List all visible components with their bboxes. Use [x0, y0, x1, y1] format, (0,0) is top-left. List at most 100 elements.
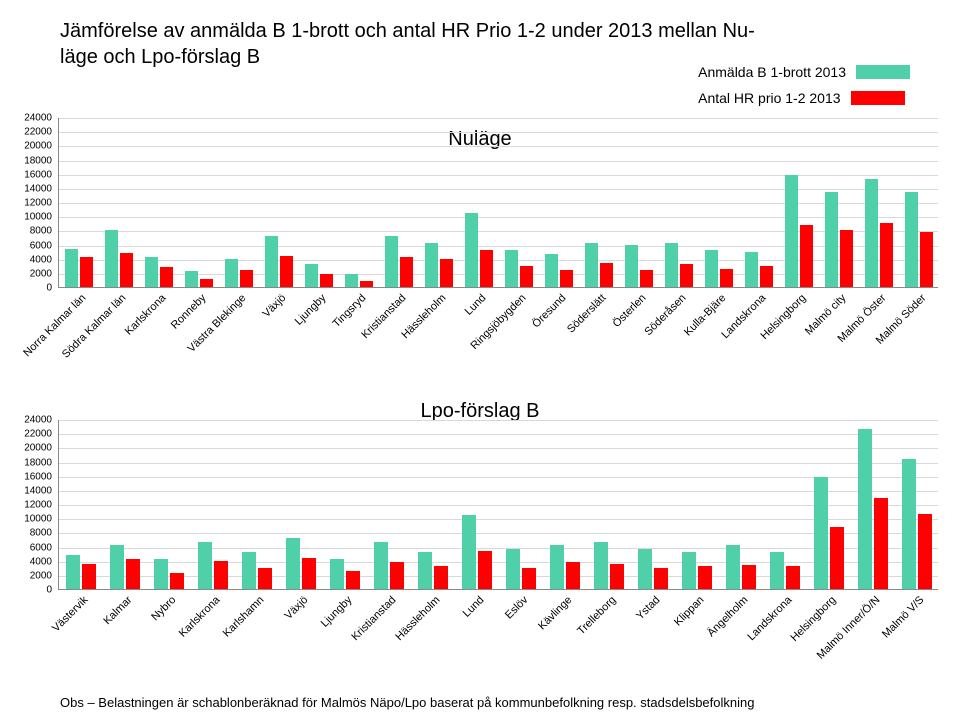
y-tick: 0: [46, 283, 52, 294]
y-tick: 22000: [24, 429, 52, 440]
bar-series2: [280, 256, 293, 287]
bar-series1: [185, 271, 198, 287]
bars-container: [59, 118, 938, 287]
bar-series1: [154, 559, 168, 589]
bar-series2: [720, 269, 733, 287]
y-axis: 0200040006000800010000120001400016000180…: [16, 118, 56, 288]
bar-series1: [865, 179, 878, 287]
bar-series1: [265, 236, 278, 287]
bar-series1: [665, 243, 678, 287]
legend-series-1: Anmälda B 1-brott 2013: [698, 64, 910, 80]
bar-series1: [506, 549, 520, 589]
y-tick: 24000: [24, 113, 52, 124]
x-label: Ljungby: [293, 292, 329, 328]
bar-series2: [160, 267, 173, 287]
bar-series1: [145, 257, 158, 287]
y-tick: 16000: [24, 169, 52, 180]
y-tick: 10000: [24, 514, 52, 525]
y-tick: 18000: [24, 457, 52, 468]
bar-series2: [214, 561, 228, 589]
x-label: Trelleborg: [575, 594, 618, 637]
bar-series2: [786, 566, 800, 589]
x-label: Eslöv: [503, 594, 531, 622]
bar-series2: [200, 279, 213, 288]
bar-series1: [638, 549, 652, 589]
bar-series1: [462, 515, 476, 589]
y-tick: 10000: [24, 212, 52, 223]
legend-swatch-2: [851, 91, 905, 105]
bar-series1: [110, 545, 124, 589]
bars-container: [59, 420, 938, 589]
legend-series-2: Antal HR prio 1-2 2013: [698, 90, 910, 106]
bar-series2: [440, 259, 453, 287]
bar-series2: [80, 257, 93, 287]
x-label: Ängelholm: [705, 594, 750, 639]
x-label: Ystad: [634, 594, 662, 622]
bar-series1: [625, 245, 638, 288]
bar-series2: [600, 263, 613, 287]
x-label: Nybro: [149, 594, 178, 623]
x-label: Tingsryd: [330, 292, 368, 330]
x-label: Kävlinge: [536, 594, 574, 632]
bar-series1: [198, 542, 212, 589]
x-label: Malmö V/S: [880, 594, 927, 641]
title-line-1: Jämförelse av anmälda B 1-brott och anta…: [60, 20, 755, 42]
y-tick: 22000: [24, 127, 52, 138]
bar-series2: [800, 225, 813, 287]
y-tick: 8000: [30, 226, 52, 237]
bar-series2: [320, 274, 333, 287]
x-label: Lund: [463, 292, 489, 318]
x-label: Landskrona: [745, 594, 794, 643]
x-label: Ronneby: [169, 292, 209, 332]
bar-series2: [82, 564, 96, 590]
bar-series1: [705, 250, 718, 287]
bar-series1: [585, 243, 598, 287]
bar-series1: [785, 175, 798, 287]
x-label: Karlskrona: [123, 292, 169, 338]
bar-series1: [465, 213, 478, 287]
x-label: Österlen: [611, 292, 649, 330]
bar-series1: [594, 542, 608, 589]
x-label: Kalmar: [101, 594, 134, 627]
y-tick: 20000: [24, 141, 52, 152]
bar-series2: [654, 568, 668, 589]
bar-series2: [760, 266, 773, 287]
bar-series1: [425, 243, 438, 287]
bar-series1: [825, 192, 838, 287]
bar-series2: [742, 565, 756, 589]
x-label: Västervik: [50, 594, 90, 634]
y-tick: 4000: [30, 556, 52, 567]
footnote: Obs – Belastningen är schablonberäknad f…: [60, 695, 754, 710]
y-tick: 20000: [24, 443, 52, 454]
bar-series1: [905, 192, 918, 287]
bar-series1: [418, 552, 432, 589]
x-label: Kristianstad: [349, 594, 398, 643]
bar-series1: [682, 552, 696, 589]
y-tick: 0: [46, 585, 52, 596]
bar-series1: [726, 545, 740, 589]
bar-series1: [225, 259, 238, 287]
bar-series1: [65, 249, 78, 287]
bar-series2: [170, 573, 184, 589]
legend-label-1: Anmälda B 1-brott 2013: [698, 64, 846, 80]
y-axis: 0200040006000800010000120001400016000180…: [16, 420, 56, 590]
bar-series1: [858, 429, 872, 589]
plot-area: [58, 420, 938, 590]
bar-series2: [874, 498, 888, 589]
bar-series1: [330, 559, 344, 589]
bar-series1: [770, 552, 784, 589]
bar-series2: [640, 270, 653, 287]
bar-series2: [302, 558, 316, 589]
bar-series2: [480, 250, 493, 287]
x-label: Öresund: [530, 292, 568, 330]
bar-series2: [840, 230, 853, 287]
x-label: Växjö: [261, 292, 289, 320]
y-tick: 18000: [24, 155, 52, 166]
y-tick: 14000: [24, 485, 52, 496]
bar-series2: [698, 566, 712, 589]
bar-series1: [286, 538, 300, 589]
bar-series1: [105, 230, 118, 287]
bar-series2: [522, 568, 536, 589]
bar-series2: [520, 266, 533, 287]
y-tick: 16000: [24, 471, 52, 482]
